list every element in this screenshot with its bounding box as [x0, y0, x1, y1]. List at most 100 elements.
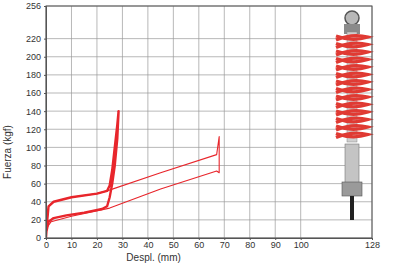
grid-line — [46, 74, 372, 75]
y-tick-mark — [44, 147, 46, 148]
grid-line — [275, 6, 276, 238]
series-line — [46, 111, 119, 238]
x-tick: 50 — [169, 238, 179, 250]
grid-line — [300, 6, 301, 238]
y-tick-label: 20 — [31, 215, 41, 225]
grid-line — [46, 147, 372, 148]
grid-line — [173, 6, 174, 238]
x-tick: 90 — [271, 238, 281, 250]
photo-spring — [336, 36, 368, 40]
x-tick: 60 — [194, 238, 204, 250]
y-tick: 220 — [26, 34, 46, 44]
y-tick-label: 140 — [26, 107, 41, 117]
series-line — [46, 137, 219, 239]
x-tick: 70 — [220, 238, 230, 250]
grid-line — [46, 201, 372, 202]
y-tick: 100 — [26, 143, 46, 153]
photo-tube — [345, 144, 359, 184]
y-axis-line — [44, 7, 47, 239]
photo-spring — [336, 58, 368, 62]
y-tick-mark — [44, 129, 46, 130]
x-tick: 100 — [294, 238, 309, 250]
y-tick-mark — [44, 166, 46, 167]
photo-spring — [336, 73, 368, 77]
y-tick-label: 40 — [31, 197, 41, 207]
grid-line — [46, 219, 372, 220]
y-tick: 120 — [26, 125, 46, 135]
x-tick-label: 20 — [92, 240, 102, 250]
x-tick: 10 — [67, 238, 77, 250]
photo-spring — [336, 51, 368, 55]
y-tick-mark — [44, 184, 46, 185]
photo-mount — [342, 182, 362, 196]
x-tick: 20 — [92, 238, 102, 250]
y-tick-label: 200 — [26, 52, 41, 62]
y-axis-title: Fuerza (kgf) — [2, 125, 13, 179]
y-tick: 140 — [26, 107, 46, 117]
grid-line — [96, 6, 97, 238]
grid-line — [224, 6, 225, 238]
y-tick-label: 180 — [26, 70, 41, 80]
y-tick-label: 160 — [26, 88, 41, 98]
grid-line — [46, 183, 372, 184]
x-tick: 128 — [365, 238, 380, 250]
y-tick-label: 80 — [31, 161, 41, 171]
chart: 0 10 20 30 40 50 60 70 80 90 100 128 0 20 40 60 80 100 120… — [0, 0, 401, 263]
y-tick: 20 — [31, 215, 46, 225]
y-tick-mark — [44, 202, 46, 203]
x-tick-label: 90 — [271, 240, 281, 250]
grid — [46, 6, 372, 238]
x-axis-title: Despl. (mm) — [126, 252, 180, 263]
x-tick: 40 — [143, 238, 153, 250]
plot-frame — [46, 6, 372, 238]
photo-eye — [345, 11, 359, 25]
photo — [336, 11, 368, 220]
y-tick-mark — [44, 220, 46, 221]
y-tick-label: 100 — [26, 143, 41, 153]
x-tick-label: 80 — [245, 240, 255, 250]
photo-spring — [336, 103, 368, 107]
grid-line — [46, 93, 372, 94]
grid-line — [46, 165, 372, 166]
x-tick-label: 60 — [194, 240, 204, 250]
photo-spring — [336, 133, 368, 137]
x-tick: 0 — [44, 238, 49, 250]
y-tick-label: 0 — [36, 233, 41, 243]
x-tick-label: 50 — [169, 240, 179, 250]
photo-spring — [336, 118, 368, 122]
x-tick-label: 40 — [143, 240, 153, 250]
y-tick-mark — [44, 57, 46, 58]
grid-line — [147, 6, 148, 238]
x-tick-label: 10 — [67, 240, 77, 250]
y-tick: 256 — [26, 1, 46, 11]
x-tick-label: 100 — [294, 240, 309, 250]
photo-spring — [336, 43, 368, 47]
photo-spring — [336, 66, 368, 70]
photo-spring — [336, 96, 368, 100]
photo-spring — [336, 88, 368, 92]
grid-line — [249, 6, 250, 238]
grid-line — [198, 6, 199, 238]
x-tick: 30 — [118, 238, 128, 250]
y-tick-mark — [44, 75, 46, 76]
x-tick: 80 — [245, 238, 255, 250]
grid-line — [46, 129, 372, 130]
y-tick-label: 60 — [31, 179, 41, 189]
grid-line — [46, 56, 372, 57]
grid-line — [46, 111, 372, 112]
series-group — [46, 111, 219, 238]
plot: 0 10 20 30 40 50 60 70 80 90 100 128 0 20 40 60 80 100 120… — [26, 1, 380, 250]
x-tick-label: 70 — [220, 240, 230, 250]
photo-spring — [336, 126, 368, 130]
x-tick-label: 30 — [118, 240, 128, 250]
grid-line — [71, 6, 72, 238]
y-tick-mark — [44, 93, 46, 94]
y-axis: 0 20 40 60 80 100 120 140 160 180 200 220 256 — [26, 1, 47, 243]
y-tick: 80 — [31, 161, 46, 171]
y-tick: 0 — [36, 233, 46, 243]
y-tick: 160 — [26, 88, 46, 98]
grid-line — [46, 38, 372, 39]
photo-spring — [336, 81, 368, 85]
y-tick: 60 — [31, 179, 46, 189]
y-tick: 180 — [26, 70, 46, 80]
